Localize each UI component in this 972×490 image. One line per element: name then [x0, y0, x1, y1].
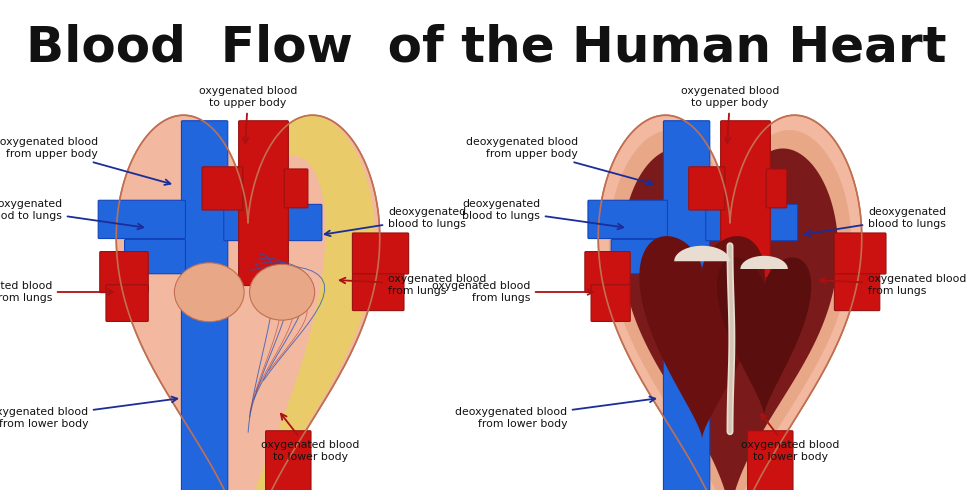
FancyBboxPatch shape: [706, 204, 798, 241]
Polygon shape: [256, 115, 375, 490]
FancyBboxPatch shape: [720, 121, 771, 278]
Text: deoxygenated blood
from lower body: deoxygenated blood from lower body: [455, 396, 655, 429]
FancyBboxPatch shape: [239, 121, 289, 286]
Text: deoxygenated blood
from upper body: deoxygenated blood from upper body: [466, 137, 652, 185]
FancyBboxPatch shape: [834, 233, 886, 274]
Polygon shape: [717, 258, 812, 415]
FancyBboxPatch shape: [182, 121, 227, 490]
FancyBboxPatch shape: [689, 167, 725, 210]
FancyBboxPatch shape: [224, 204, 322, 241]
Text: oxygenated blood
to lower body: oxygenated blood to lower body: [741, 414, 839, 462]
Text: oxygenated blood
from lungs: oxygenated blood from lungs: [0, 281, 113, 303]
FancyBboxPatch shape: [747, 431, 793, 490]
FancyBboxPatch shape: [202, 167, 243, 210]
FancyBboxPatch shape: [664, 121, 710, 490]
Text: deoxygenated blood
from lower body: deoxygenated blood from lower body: [0, 396, 177, 429]
FancyBboxPatch shape: [98, 200, 186, 239]
Text: deoxygenated
blood to lungs: deoxygenated blood to lungs: [325, 207, 467, 236]
Text: oxygenated blood
to lower body: oxygenated blood to lower body: [260, 414, 360, 462]
Text: Blood  Flow  of the Human Heart: Blood Flow of the Human Heart: [25, 24, 947, 72]
Ellipse shape: [250, 264, 315, 320]
Polygon shape: [598, 115, 862, 490]
Polygon shape: [675, 246, 730, 261]
FancyBboxPatch shape: [353, 233, 408, 274]
Text: oxygenated blood
from lungs: oxygenated blood from lungs: [819, 274, 966, 296]
Polygon shape: [640, 236, 765, 439]
FancyBboxPatch shape: [100, 251, 149, 293]
Text: deoxygenated blood
from upper body: deoxygenated blood from upper body: [0, 137, 170, 185]
Polygon shape: [117, 115, 380, 490]
FancyBboxPatch shape: [588, 200, 668, 239]
FancyBboxPatch shape: [591, 285, 630, 321]
FancyBboxPatch shape: [834, 274, 880, 311]
FancyBboxPatch shape: [766, 169, 786, 208]
Text: deoxygenated
blood to lungs: deoxygenated blood to lungs: [805, 207, 946, 236]
FancyBboxPatch shape: [124, 240, 186, 274]
Text: deoxygenated
blood to lungs: deoxygenated blood to lungs: [0, 199, 143, 229]
Text: oxygenated blood
from lungs: oxygenated blood from lungs: [340, 274, 486, 296]
FancyBboxPatch shape: [585, 251, 630, 293]
FancyBboxPatch shape: [284, 169, 308, 208]
FancyBboxPatch shape: [265, 431, 311, 490]
FancyBboxPatch shape: [353, 274, 404, 311]
Text: oxygenated blood
to upper body: oxygenated blood to upper body: [199, 86, 297, 143]
Polygon shape: [608, 130, 851, 490]
FancyBboxPatch shape: [106, 285, 149, 321]
FancyBboxPatch shape: [611, 240, 668, 274]
Text: oxygenated blood
from lungs: oxygenated blood from lungs: [432, 281, 593, 303]
Polygon shape: [741, 256, 788, 269]
Polygon shape: [622, 148, 838, 490]
Text: oxygenated blood
to upper body: oxygenated blood to upper body: [680, 86, 780, 143]
Text: deoxygenated
blood to lungs: deoxygenated blood to lungs: [462, 199, 623, 229]
Ellipse shape: [174, 263, 244, 322]
